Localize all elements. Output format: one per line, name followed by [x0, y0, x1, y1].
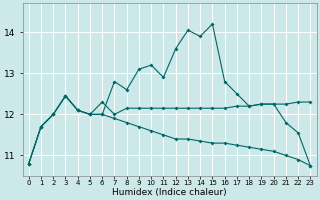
X-axis label: Humidex (Indice chaleur): Humidex (Indice chaleur) — [112, 188, 227, 197]
